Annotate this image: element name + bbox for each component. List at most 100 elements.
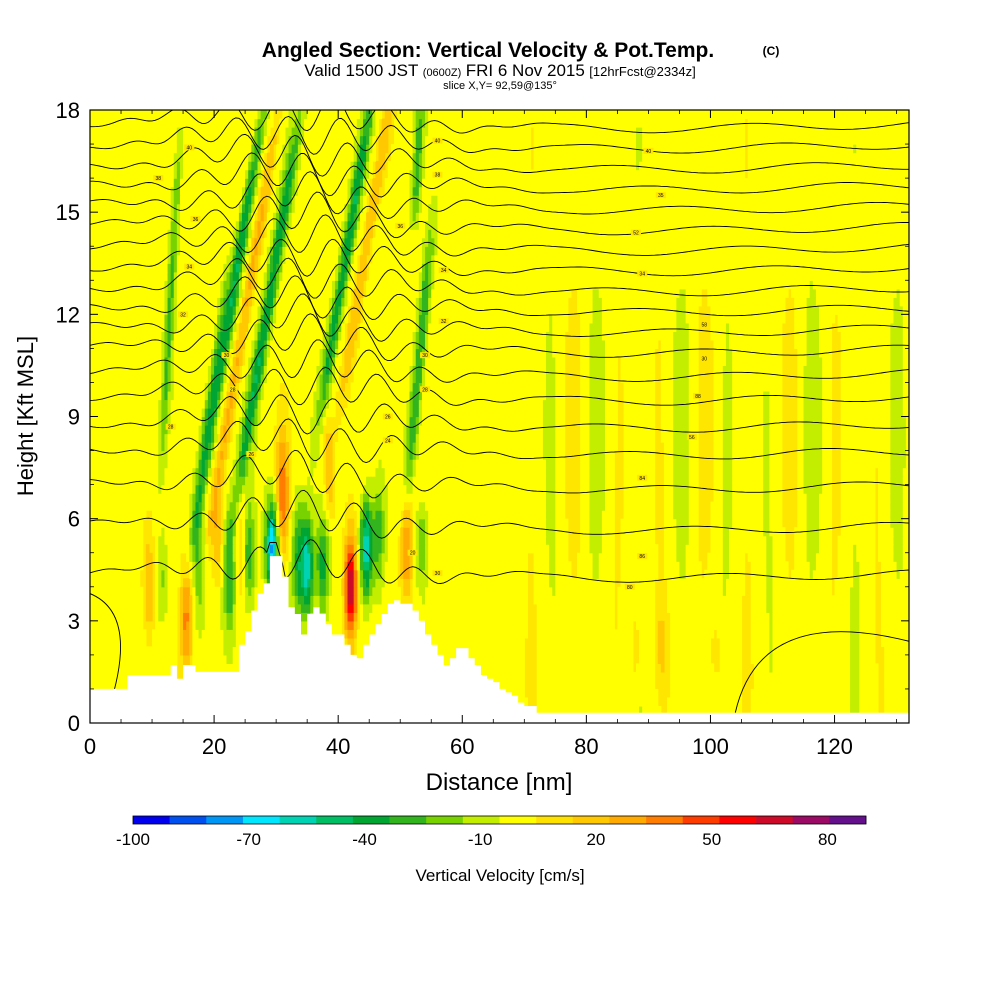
velocity-cell [564, 646, 569, 656]
velocity-cell [775, 654, 780, 664]
chart-subtitle: Valid 1500 JST (0600Z) FRI 6 Nov 2015 [1… [304, 61, 695, 80]
velocity-cell [614, 705, 618, 716]
velocity-cell [133, 663, 138, 673]
velocity-cell [896, 663, 901, 673]
velocity-cell [220, 637, 224, 647]
velocity-cell [704, 646, 708, 656]
velocity-cell [691, 654, 696, 664]
velocity-cell [784, 671, 789, 682]
velocity-cell [874, 671, 879, 682]
velocity-cell [781, 671, 786, 682]
velocity-cell [725, 705, 730, 716]
velocity-cell [651, 680, 656, 690]
subtitle-forecast: [12hrFcst@2334z] [589, 64, 695, 79]
velocity-cell [809, 637, 814, 647]
velocity-cell [353, 603, 358, 613]
velocity-cell [834, 688, 839, 699]
velocity-cell [601, 688, 606, 699]
velocity-cell [96, 646, 100, 656]
velocity-cell [667, 697, 671, 707]
velocity-cell [893, 654, 898, 664]
velocity-cell [183, 637, 187, 647]
velocity-cell [220, 663, 224, 673]
velocity-cell [595, 637, 600, 647]
velocity-cell [608, 688, 612, 699]
velocity-cell [763, 646, 767, 656]
velocity-cell [570, 663, 575, 673]
velocity-cell [884, 697, 888, 707]
velocity-cell [521, 671, 525, 682]
velocity-cell [552, 705, 556, 716]
velocity-cell [611, 680, 615, 690]
plot-area: 2030808684568830583452354040383634323028… [90, 110, 909, 723]
velocity-cell [756, 654, 761, 664]
velocity-cell [586, 671, 591, 682]
velocity-cell [617, 680, 622, 690]
velocity-cell [710, 688, 715, 699]
velocity-cell [592, 680, 597, 690]
velocity-cell [155, 663, 159, 673]
velocity-cell [183, 646, 187, 656]
velocity-cell [722, 637, 727, 647]
velocity-cell [173, 612, 178, 622]
velocity-cell [567, 705, 572, 716]
velocity-cell [812, 697, 817, 707]
velocity-cell [99, 671, 104, 682]
velocity-cell [338, 544, 342, 554]
velocity-cell [121, 663, 125, 673]
velocity-cell [741, 561, 746, 571]
velocity-cell [629, 663, 634, 673]
velocity-cell [843, 646, 848, 656]
velocity-cell [639, 688, 643, 699]
velocity-cell [772, 654, 777, 664]
velocity-cell [837, 680, 842, 690]
velocity-cell [685, 654, 690, 664]
velocity-cell [884, 671, 888, 682]
velocity-cell [102, 646, 107, 656]
velocity-cell [210, 654, 215, 664]
velocity-cell [735, 637, 739, 647]
velocity-cell [710, 671, 715, 682]
velocity-cell [753, 688, 758, 699]
velocity-cell [704, 637, 708, 647]
velocity-cell [837, 646, 842, 656]
velocity-cell [772, 671, 777, 682]
velocity-cell [586, 705, 591, 716]
velocity-cell [781, 663, 786, 673]
velocity-cell [167, 637, 172, 647]
velocity-cell [899, 654, 904, 664]
velocity-cell [499, 671, 504, 682]
velocity-cell [856, 688, 860, 699]
velocity-cell [232, 646, 237, 656]
velocity-cell [803, 697, 808, 707]
velocity-cell [521, 688, 525, 699]
velocity-cell [499, 646, 504, 656]
velocity-cell [570, 705, 575, 716]
velocity-cell [772, 637, 777, 647]
velocity-cell [735, 688, 739, 699]
velocity-cell [707, 688, 712, 699]
velocity-cell [902, 697, 907, 707]
velocity-cell [601, 646, 606, 656]
velocity-cell [815, 646, 820, 656]
velocity-cell [542, 680, 547, 690]
velocity-cell [639, 663, 643, 673]
velocity-cell [142, 646, 147, 656]
velocity-cell [670, 671, 674, 682]
velocity-cell [815, 654, 820, 664]
velocity-cell [707, 680, 712, 690]
velocity-cell [896, 680, 901, 690]
velocity-cell [850, 680, 854, 690]
velocity-cell [592, 705, 597, 716]
velocity-cell [722, 688, 727, 699]
velocity-cell [648, 697, 653, 707]
velocity-cell [722, 671, 727, 682]
velocity-cell [592, 646, 597, 656]
velocity-cell [756, 646, 761, 656]
velocity-cell [840, 646, 845, 656]
velocity-cell [819, 680, 823, 690]
velocity-cell [204, 544, 209, 554]
velocity-cell [756, 680, 761, 690]
velocity-cell [871, 603, 876, 613]
velocity-cell [694, 671, 699, 682]
